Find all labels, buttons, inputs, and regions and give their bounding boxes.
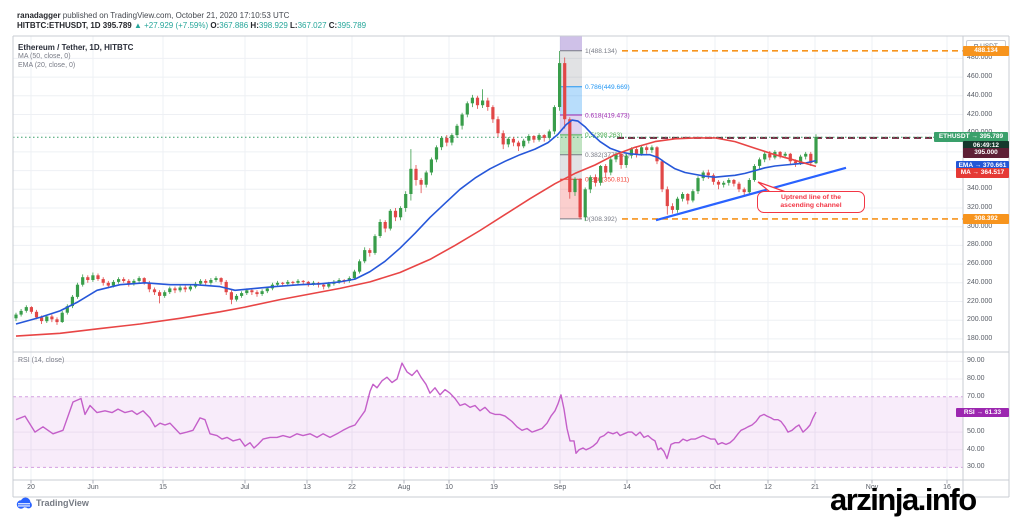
- price-axis-label: 340.000: [967, 185, 993, 193]
- price-axis-label: 260.000: [967, 260, 993, 268]
- low-value: 367.027: [297, 20, 327, 30]
- price-axis-label: 420.000: [967, 110, 993, 118]
- publish-info: ranadagger published on TradingView.com,…: [17, 11, 290, 20]
- svg-text:1(488.134): 1(488.134): [585, 48, 617, 55]
- uptrend-callout[interactable]: Uptrend line of the ascending channel: [757, 191, 865, 214]
- tradingview-cloud-icon: [16, 497, 32, 509]
- close-value: 395.789: [337, 20, 367, 30]
- last-price: 395.789: [102, 20, 132, 30]
- time-axis-label: 13: [303, 484, 311, 491]
- time-axis-label: 20: [27, 484, 35, 491]
- ma-legend[interactable]: MA (50, close, 0): [18, 53, 71, 60]
- rsi-legend[interactable]: RSI (14, close): [18, 357, 65, 364]
- price-change: ▲ +27.929 (+7.59%): [133, 20, 209, 30]
- svg-text:0.236(350.811): 0.236(350.811): [585, 177, 629, 184]
- svg-text:0.618(419.473): 0.618(419.473): [585, 112, 630, 119]
- ma-badge[interactable]: MA → 364.517: [956, 168, 1009, 178]
- rsi-axis-label: 70.00: [967, 392, 985, 400]
- ohlc-row: HITBTC:ETHUSDT, 1D 395.789 ▲ +27.929 (+7…: [17, 20, 367, 30]
- price-axis-label: 240.000: [967, 278, 993, 286]
- open-value: 367.886: [219, 20, 249, 30]
- price-axis-label: 220.000: [967, 297, 993, 305]
- header: ranadagger published on TradingView.com,…: [17, 11, 366, 30]
- price-axis-label: 200.000: [967, 316, 993, 324]
- time-axis-label: Jun: [87, 484, 99, 491]
- time-axis-label: 22: [348, 484, 356, 491]
- time-axis-label: Aug: [397, 484, 411, 491]
- rsi-axis-label: 80.00: [967, 375, 985, 382]
- time-axis-label: Oct: [709, 484, 721, 491]
- price-axis-label: 280.000: [967, 241, 993, 249]
- svg-text:0.5(398.263): 0.5(398.263): [585, 132, 622, 139]
- rsi-axis-label: 30.00: [967, 463, 985, 471]
- watermark: arzinja.info: [830, 482, 977, 517]
- rsi-axis-label: 90.00: [967, 357, 985, 365]
- price-axis-label: 300.000: [967, 222, 993, 230]
- ema-badge[interactable]: EMA → 370.661: [956, 160, 1009, 170]
- price-axis-label: 440.000: [967, 91, 993, 99]
- time-axis-label: 19: [490, 484, 498, 491]
- hline-395-badge[interactable]: 395.000: [963, 148, 1009, 158]
- price-axis-label: 480.000: [967, 54, 993, 62]
- time-axis-label: 14: [623, 484, 631, 491]
- countdown-badge[interactable]: 06:49:12: [963, 140, 1009, 150]
- svg-text:0(308.392): 0(308.392): [585, 216, 617, 223]
- time-axis-label: 16: [943, 484, 951, 491]
- price-axis-label: 180.000: [967, 334, 993, 342]
- fib-high-badge[interactable]: 488.134: [963, 46, 1009, 56]
- ema-legend[interactable]: EMA (20, close, 0): [18, 62, 76, 69]
- tradingview-logo[interactable]: TradingView: [16, 497, 89, 509]
- rsi-badge[interactable]: RSI → 61.33: [956, 407, 1009, 417]
- chart-legend-title[interactable]: Ethereum / Tether, 1D, HITBTC: [18, 43, 134, 52]
- time-axis-label: 15: [159, 484, 167, 491]
- time-axis-label: Jul: [240, 484, 250, 491]
- time-axis-label: Sep: [553, 484, 567, 491]
- price-axis-label: 460.000: [967, 73, 993, 81]
- rsi-axis-label: 40.00: [967, 445, 985, 453]
- symbol-label[interactable]: HITBTC:ETHUSDT, 1D: [17, 20, 101, 30]
- price-axis-label: 320.000: [967, 204, 993, 212]
- time-axis-label: 12: [764, 484, 772, 491]
- svg-text:0.786(449.669): 0.786(449.669): [585, 84, 630, 91]
- time-axis-label: 21: [811, 484, 819, 491]
- svg-text:0.382(377.053): 0.382(377.053): [585, 152, 630, 159]
- author-name: ranadagger: [17, 11, 61, 20]
- rsi-axis-label: 50.00: [967, 428, 985, 436]
- time-axis-label: Nov: [865, 484, 879, 491]
- last-price-badge[interactable]: ETHUSDT → 395.789: [934, 132, 1008, 142]
- high-value: 398.929: [258, 20, 288, 30]
- time-axis-label: 10: [445, 484, 453, 491]
- fib-low-badge[interactable]: 308.392: [963, 214, 1009, 224]
